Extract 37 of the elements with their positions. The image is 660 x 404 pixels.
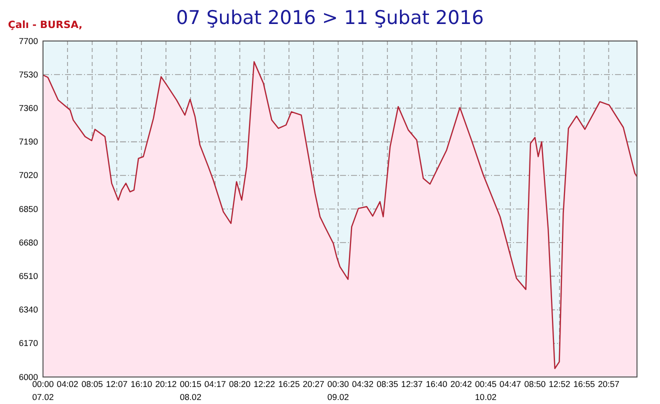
x-tick-label: 08:20 — [229, 379, 251, 390]
y-tick-label: 7190 — [18, 136, 38, 147]
y-tick-label: 6000 — [18, 372, 38, 382]
x-tick-label: 16:55 — [573, 379, 596, 390]
x-tick-label: 00:30 09.02 — [327, 379, 350, 402]
y-tick-label: 6170 — [18, 338, 38, 348]
y-tick-label: 7530 — [18, 69, 38, 80]
y-tick-label: 7360 — [18, 102, 38, 113]
y-tick-label: 6340 — [18, 304, 38, 315]
x-tick-label: 16:10 — [130, 379, 152, 390]
x-tick-label: 20:42 — [450, 379, 472, 390]
y-tick-label: 7700 — [18, 36, 38, 46]
x-tick-label: 08:50 — [524, 379, 546, 390]
x-tick-label: 12:37 — [401, 379, 423, 390]
y-tick-label: 7020 — [18, 170, 38, 180]
x-tick-label: 20:57 — [598, 379, 620, 390]
chart-title: 07 Şubat 2016 > 11 Şubat 2016 — [176, 7, 484, 29]
y-tick-label: 6850 — [18, 204, 38, 214]
x-tick-label: 12:07 — [106, 379, 128, 390]
x-tick-label: 12:22 — [254, 379, 276, 390]
x-tick-label: 16:40 — [426, 379, 448, 390]
x-tick-label: 12:52 — [548, 379, 570, 390]
x-tick-label: 16:25 — [278, 379, 300, 390]
x-tick-label: 20:12 — [155, 379, 177, 390]
x-tick-label: 08:05 — [81, 379, 104, 390]
y-tick-label: 6510 — [18, 270, 38, 281]
x-tick-label: 00:45 10.02 — [475, 379, 497, 402]
x-tick-label: 00:00 07.02 — [32, 379, 54, 402]
chart-subtitle: Çalı - BURSA, — [8, 20, 82, 31]
x-tick-label: 04:02 — [56, 379, 79, 390]
y-tick-label: 6680 — [18, 237, 38, 248]
x-tick-label: 08:35 — [376, 379, 398, 390]
x-tick-label: 04:32 — [352, 379, 374, 390]
x-tick-label: 00:15 08.02 — [180, 379, 202, 402]
x-tick-label: 04:17 — [204, 379, 226, 390]
x-tick-label: 04:47 — [500, 379, 522, 390]
x-tick-label: 20:27 — [302, 379, 324, 390]
